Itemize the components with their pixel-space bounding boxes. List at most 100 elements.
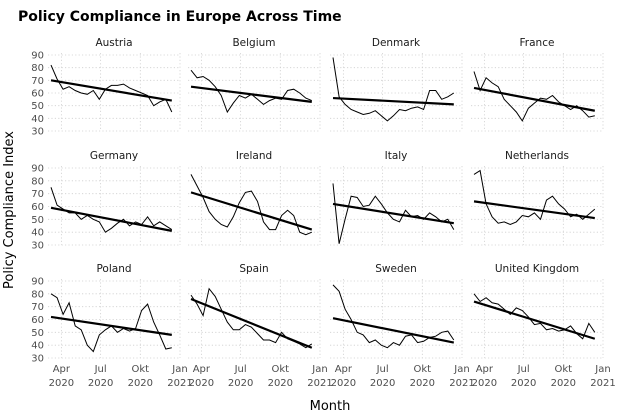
y-tick-label: 90 [31, 277, 44, 288]
facet-label: Austria [95, 37, 132, 49]
series-line-united-kingdom [473, 293, 596, 340]
trend-line-united-kingdom [473, 300, 596, 340]
series-line-poland [50, 293, 172, 353]
y-axis-label: Policy Compliance Index [2, 131, 17, 289]
x-tick-label: Apr [53, 364, 71, 375]
facet-label: Germany [90, 150, 138, 162]
x-tick-label: Apr [335, 364, 353, 375]
y-tick-label: 80 [31, 176, 44, 187]
y-tick-label: 90 [31, 51, 44, 62]
trend-line-germany [50, 206, 173, 232]
y-tick-label: 80 [31, 63, 44, 74]
y-tick-label: 30 [31, 354, 44, 365]
x-tick-label: 2021 [449, 378, 474, 389]
panel-belgium: Belgium [188, 37, 321, 132]
x-tick-label: 2020 [49, 378, 74, 389]
x-tick-label: 2020 [88, 378, 113, 389]
x-tick-label: Jan [171, 364, 187, 375]
trend-line-sweden [332, 317, 455, 344]
panel-italy: Italy [330, 150, 463, 246]
y-tick-label: 60 [31, 202, 44, 213]
y-tick-label: 50 [31, 101, 44, 112]
y-tick-label: 70 [31, 302, 44, 313]
x-tick-label: Jan [594, 364, 610, 375]
facet-label: Spain [239, 263, 268, 275]
facet-label: Denmark [372, 37, 421, 49]
x-tick-label: 2020 [228, 378, 253, 389]
x-tick-label: 2021 [590, 378, 615, 389]
panel-united-kingdom: United Kingdom Apr 2020 Jul 2020 Okt 2020 Jan 20… [471, 263, 616, 389]
x-tick-label: Jan [311, 364, 327, 375]
panel-france: France [471, 37, 604, 132]
trend-line-poland [50, 315, 172, 336]
x-tick-label: 2020 [511, 378, 536, 389]
panel-netherlands: Netherlands [471, 150, 604, 246]
y-tick-label: 60 [31, 89, 44, 100]
x-tick-label: Okt [414, 364, 432, 375]
facet-label: France [520, 37, 555, 49]
x-tick-label: 2020 [331, 378, 356, 389]
x-tick-label: 2020 [189, 378, 214, 389]
trend-line-netherlands [473, 200, 595, 220]
x-tick-label: Jul [234, 364, 247, 375]
series-line-denmark [332, 57, 455, 122]
facet-label: United Kingdom [495, 263, 579, 275]
x-tick-label: 2020 [268, 378, 293, 389]
panel-sweden: Sweden Apr 2020 Jul 2020 Okt 2020 Jan 2021 [330, 263, 475, 389]
trend-line-spain [190, 297, 313, 349]
series-line-france [473, 71, 595, 122]
x-tick-label: 2020 [370, 378, 395, 389]
facet-label: Poland [96, 263, 131, 275]
trend-line-ireland [190, 191, 313, 231]
series-line-spain [190, 287, 313, 349]
y-tick-label: 70 [31, 189, 44, 200]
facet-label: Netherlands [505, 150, 569, 162]
panel-ireland: Ireland [188, 150, 321, 246]
y-tick-label: 60 [31, 315, 44, 326]
x-tick-label: Okt [555, 364, 573, 375]
series-line-austria [50, 64, 173, 113]
x-tick-label: Jul [94, 364, 107, 375]
series-line-germany [50, 187, 173, 233]
trend-line-france [473, 86, 596, 112]
x-tick-label: Jul [517, 364, 530, 375]
y-tick-label: 40 [31, 114, 44, 125]
chart-title: Policy Compliance in Europe Across Time [18, 9, 342, 25]
x-tick-label: Jul [376, 364, 389, 375]
x-tick-label: 2021 [167, 378, 192, 389]
facet-label: Sweden [375, 263, 417, 275]
facet-label: Ireland [236, 150, 272, 162]
facet-label: Belgium [232, 37, 275, 49]
y-tick-label: 90 [31, 164, 44, 175]
trend-line-belgium [190, 85, 312, 103]
facet-label: Italy [385, 150, 408, 162]
panel-spain: Spain Apr 2020 Jul 2020 Okt 2020 Jan 2021 [188, 263, 333, 389]
x-tick-label: 2020 [472, 378, 497, 389]
trend-line-italy [332, 202, 454, 225]
x-tick-label: Apr [476, 364, 494, 375]
x-tick-label: Okt [272, 364, 290, 375]
series-line-italy [332, 183, 455, 244]
x-tick-label: Jan [453, 364, 469, 375]
x-tick-label: Apr [193, 364, 211, 375]
y-tick-label: 40 [31, 341, 44, 352]
panel-denmark: Denmark [330, 37, 463, 132]
trend-line-austria [50, 79, 172, 102]
series-line-ireland [190, 174, 312, 236]
x-axis-label: Month [310, 399, 351, 414]
x-tick-label: 2020 [128, 378, 153, 389]
y-tick-label: 30 [31, 127, 44, 138]
series-line-sweden [332, 284, 455, 349]
trend-line-denmark [332, 96, 454, 106]
y-tick-label: 70 [31, 76, 44, 87]
y-tick-label: 50 [31, 328, 44, 339]
y-tick-label: 40 [31, 228, 44, 239]
y-tick-label: 80 [31, 289, 44, 300]
x-tick-label: 2020 [410, 378, 435, 389]
x-tick-label: 2020 [551, 378, 576, 389]
